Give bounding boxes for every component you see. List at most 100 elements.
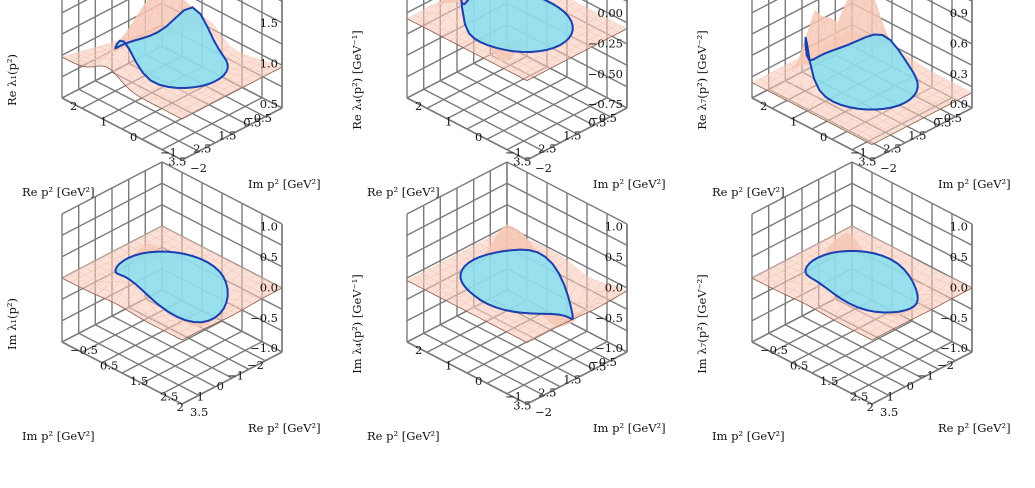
z-axis-label: Im λ₇(p²) [GeV⁻²]: [695, 274, 709, 374]
pink-surface-edge: [751, 82, 873, 145]
box-front-edges: [61, 224, 283, 405]
plot-panel-bottom-middle: −1.0−0.50.00.51.0−0.50.51.52.53.5 −2−1012…: [350, 161, 666, 443]
z-axis-label: Im λ₄(p²) [GeV⁻¹]: [350, 274, 364, 374]
x-tick-label: −2: [937, 358, 954, 372]
y-tick-label: 2: [415, 343, 422, 357]
box-edge: [61, 341, 183, 405]
x-tick-label: 1.5: [563, 129, 581, 143]
z-tick-label: 0.0: [950, 97, 968, 111]
z-tick-label: −0.75: [588, 97, 623, 111]
x-tick-label: 2.5: [193, 142, 211, 156]
pink-surface-edge: [871, 287, 973, 341]
z-axis-label: Im λ₁(p²): [5, 298, 19, 350]
box-edge: [406, 341, 528, 405]
box-edge: [181, 107, 283, 161]
box-edge: [406, 97, 528, 161]
pink-surface-cell: [499, 228, 517, 237]
grid-line: [161, 161, 283, 225]
pink-surface-cell: [154, 225, 172, 235]
grid-line: [751, 0, 778, 14]
box-front-edges: [61, 0, 283, 161]
pink-surface-edge: [61, 56, 183, 120]
z-tick-label: −0.25: [588, 36, 623, 50]
z-corner-tick-label: −0.5: [589, 355, 617, 369]
z-tick-label: 0.5: [260, 97, 278, 111]
z-tick-label: 1.0: [950, 220, 968, 234]
x-tick-label: 1.5: [563, 373, 581, 387]
x-axis-label: Re p² [GeV²]: [367, 185, 440, 199]
blue-surface: [804, 250, 919, 314]
box-front-edges: [406, 224, 628, 405]
y-tick-label: 1: [445, 115, 452, 129]
grid-line: [581, 0, 628, 24]
x-tick-label: 0: [217, 379, 224, 393]
y-tick-label: 1: [790, 115, 797, 129]
y-tick-label: −1: [850, 146, 867, 160]
z-axis-label: Re λ₄(p²) [GeV⁻¹]: [350, 30, 364, 130]
x-tick-label: 2.5: [538, 142, 556, 156]
x-axis-label: Im p² [GeV²]: [712, 429, 785, 443]
y-tick-label: −1: [505, 390, 522, 404]
surface-group: [406, 0, 628, 81]
x-tick-label: 3.5: [168, 155, 186, 169]
x-tick-label: 1: [887, 389, 894, 403]
z-tick-label: 0.00: [597, 6, 623, 20]
y-tick-label: 0: [130, 130, 137, 144]
x-tick-label: 2: [177, 400, 184, 414]
y-tick-label: 3.5: [190, 405, 208, 419]
z-tick-label: −0.50: [588, 67, 623, 81]
pink-surface-edge: [526, 290, 628, 343]
box-edge: [526, 351, 628, 405]
pink-surface-edge: [751, 277, 873, 341]
x-tick-label: 0.5: [588, 116, 606, 130]
z-corner-tick-label: −0.5: [244, 111, 272, 125]
pink-surface-cell: [844, 30, 862, 39]
z-corner-tick-label: −0.5: [589, 111, 617, 125]
y-axis-label: Re p² [GeV²]: [248, 421, 321, 435]
x-tick-label: 1: [197, 389, 204, 403]
pink-surface-cell: [435, 0, 452, 4]
pink-surface-cell: [442, 0, 458, 3]
x-tick-label: 0.5: [243, 116, 261, 130]
y-tick-label: −2: [190, 161, 207, 175]
y-tick-label: 0: [475, 374, 482, 388]
pink-surface-edge: [871, 92, 973, 145]
y-tick-label: 1.5: [820, 374, 838, 388]
box-front-edges: [751, 0, 973, 161]
x-axis-label: Re p² [GeV²]: [367, 429, 440, 443]
x-tick-label: 3.5: [513, 399, 531, 413]
y-tick-label: 1: [445, 359, 452, 373]
y-tick-label: −1: [160, 146, 177, 160]
plot-panel-top-middle: −0.75−0.50−0.250.000.25−0.50.51.52.53.5−…: [350, 0, 666, 199]
y-tick-label: 2: [760, 99, 767, 113]
x-tick-label: −1: [917, 369, 934, 383]
z-tick-label: −0.5: [250, 311, 278, 325]
pink-surface-edge: [181, 66, 283, 120]
box-front-edges: [751, 224, 973, 405]
z-tick-label: −0.5: [595, 311, 623, 325]
surface-group: [61, 0, 283, 120]
y-tick-label: −0.5: [760, 343, 788, 357]
y-tick-label: 0.5: [100, 359, 118, 373]
grid-line: [406, 161, 508, 215]
pink-surface-edge: [181, 287, 283, 341]
pink-surface-edge: [406, 18, 528, 81]
y-axis-label: Im p² [GeV²]: [593, 177, 666, 191]
surface-group: [751, 0, 973, 145]
z-corner-tick-label: −0.5: [934, 111, 962, 125]
surface-group: [751, 225, 973, 341]
x-tick-label: 0.5: [588, 360, 606, 374]
x-tick-label: 3.5: [858, 155, 876, 169]
z-tick-label: −1.0: [250, 341, 278, 355]
z-tick-label: 1.0: [260, 57, 278, 71]
pink-surface-edge: [526, 28, 628, 81]
pink-surface-cell: [559, 0, 577, 7]
x-tick-label: 3.5: [513, 155, 531, 169]
grid-line: [506, 161, 628, 225]
x-axis-label: Im p² [GeV²]: [22, 429, 95, 443]
x-axis-label: Re p² [GeV²]: [712, 185, 785, 199]
